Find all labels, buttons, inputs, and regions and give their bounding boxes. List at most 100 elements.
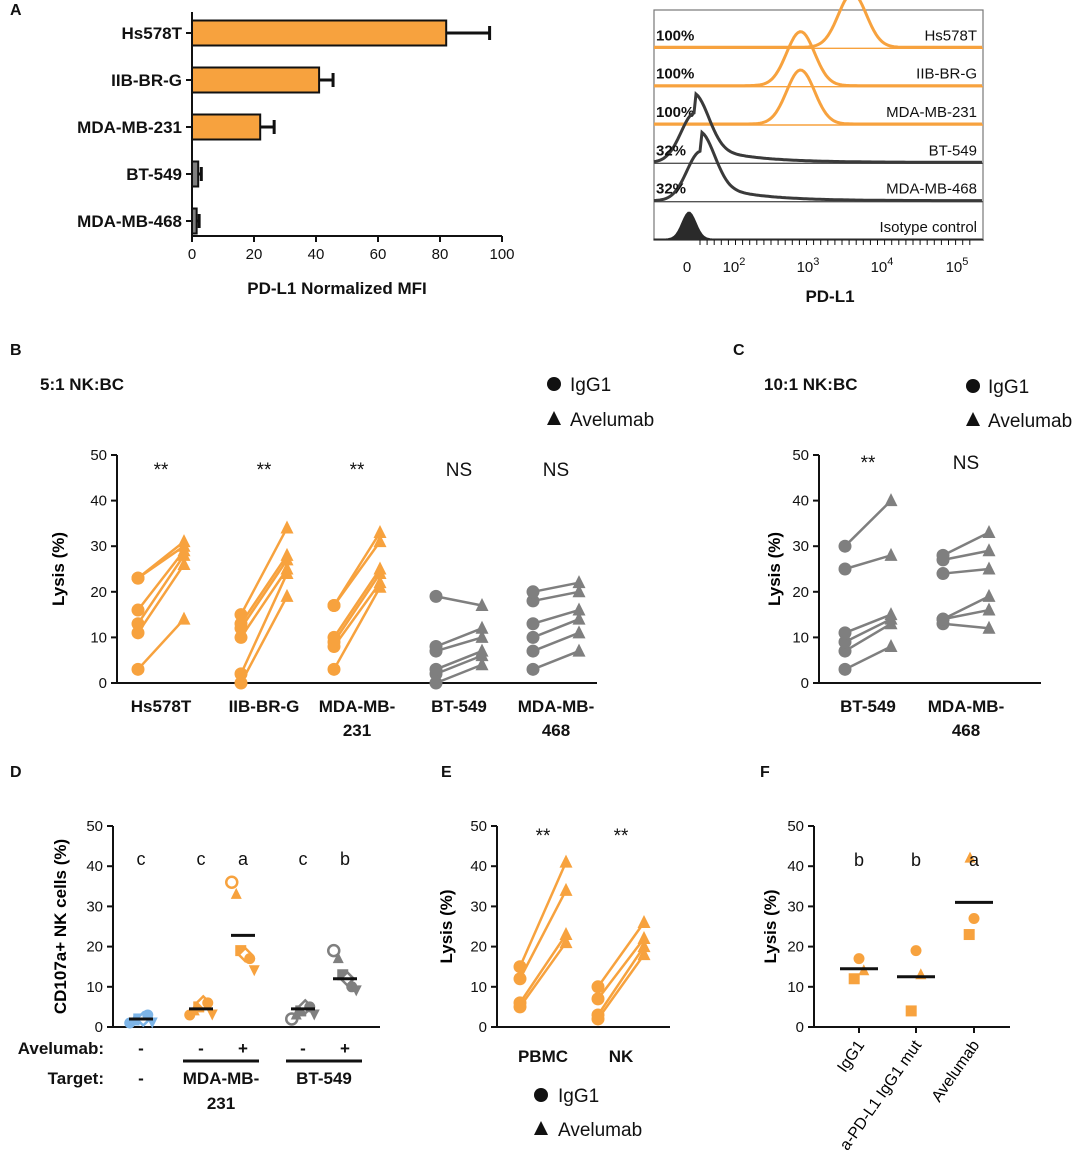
avelumab-point	[559, 927, 573, 941]
panel-F-y-tick-label: 10	[787, 979, 804, 996]
bar-x-axis-title: PD-L1 Normalized MFI	[247, 279, 426, 298]
target-label: MDA-MB-	[183, 1069, 259, 1088]
f-point	[963, 929, 975, 941]
panel-letter-e: E	[441, 764, 452, 781]
panel-F-y-tick-label: 20	[787, 939, 804, 956]
legend-avelumab-marker	[547, 411, 561, 425]
paired-line	[332, 568, 382, 639]
avelumab-point	[373, 525, 387, 539]
bar-category-label: MDA-MB-468	[77, 212, 182, 231]
igg1-point	[234, 608, 248, 622]
panel-C-y-tick-label: 50	[792, 447, 809, 464]
histogram-lane-name: BT-549	[929, 142, 977, 159]
paired-line	[942, 595, 990, 621]
histogram-x-tick-label: 105	[946, 256, 969, 276]
group-label: PBMC	[518, 1047, 568, 1066]
bar	[191, 160, 200, 188]
legend-avelumab-label: Avelumab	[570, 410, 654, 431]
significance-letter: b	[854, 850, 864, 870]
legend-avelumab-label: Avelumab	[988, 411, 1072, 432]
paired-line	[942, 567, 990, 575]
panel-E-y-axis-title: Lysis (%)	[437, 889, 456, 963]
avelumab-point	[475, 629, 489, 643]
panel-E-y-tick-label: 10	[470, 979, 487, 996]
paired-line	[332, 581, 382, 648]
igg1-point	[838, 539, 852, 553]
avelumab-sign: +	[238, 1039, 248, 1058]
panel-letter-d: D	[10, 764, 22, 781]
avelumab-point	[559, 882, 573, 896]
paired-line	[332, 531, 382, 607]
significance-letter: c	[137, 849, 146, 869]
bar	[191, 19, 448, 47]
panel-letter-c: C	[733, 342, 745, 359]
avelumab-row-label: Avelumab:	[18, 1039, 104, 1058]
significance-letter: b	[911, 850, 921, 870]
panel-c-title: 10:1 NK:BC	[764, 375, 858, 394]
paired-line	[239, 527, 289, 616]
panel-letter-b: B	[10, 342, 22, 359]
panel-E-y-tick-label: 30	[470, 898, 487, 915]
avelumab-sign: -	[198, 1039, 204, 1058]
avelumab-point	[475, 657, 489, 671]
panel-E-y-tick-label: 0	[479, 1019, 487, 1036]
paired-line	[844, 618, 892, 644]
avelumab-point	[177, 611, 191, 625]
igg1-point	[838, 635, 852, 649]
igg1-point	[526, 594, 540, 608]
paired-line	[532, 581, 580, 594]
paired-line	[518, 889, 568, 980]
paired-line	[239, 573, 289, 675]
histogram-curve	[654, 30, 982, 88]
paired-line	[532, 608, 580, 625]
igg1-point	[936, 612, 950, 626]
legend-igg1-marker	[534, 1088, 548, 1102]
paired-line	[844, 645, 892, 671]
legend-avelumab-marker	[534, 1121, 548, 1135]
histogram-percent: 32%	[656, 142, 686, 159]
igg1-point	[513, 972, 527, 986]
avelumab-point	[373, 534, 387, 548]
avelumab-point	[884, 493, 898, 507]
paired-line	[435, 595, 483, 607]
paired-line	[518, 861, 568, 968]
bar	[191, 66, 321, 94]
significance-letter: c	[299, 849, 308, 869]
histogram-curve	[653, 211, 985, 241]
d-point	[337, 969, 349, 981]
target-label: 231	[207, 1094, 235, 1113]
significance-letter: a	[238, 849, 249, 869]
panel-C-y-tick-label: 40	[792, 493, 809, 510]
avelumab-point	[373, 575, 387, 589]
group-label: 468	[542, 721, 570, 740]
igg1-point	[131, 603, 145, 617]
avelumab-point	[572, 611, 586, 625]
panel-D-y-tick-label: 20	[86, 939, 103, 956]
avelumab-point	[982, 620, 996, 634]
avelumab-point	[373, 561, 387, 575]
panel-F-y-tick-label: 0	[796, 1019, 804, 1036]
significance-letter: b	[340, 849, 350, 869]
d-point	[244, 953, 256, 965]
bar-category-label: IIB-BR-G	[111, 71, 182, 90]
significance-letter: c	[197, 849, 206, 869]
igg1-point	[513, 960, 527, 974]
paired-line	[435, 636, 483, 653]
igg1-point	[234, 676, 248, 690]
bar	[191, 113, 262, 141]
histogram-x-tick-label: 102	[723, 256, 746, 276]
igg1-point	[327, 630, 341, 644]
paired-line	[137, 540, 185, 580]
igg1-point	[838, 662, 852, 676]
avelumab-point	[982, 588, 996, 602]
avelumab-point	[982, 602, 996, 616]
paired-line	[532, 631, 580, 653]
histogram-x-axis-title: PD-L1	[805, 287, 854, 306]
avelumab-point	[572, 602, 586, 616]
igg1-point	[131, 571, 145, 585]
paired-line	[532, 649, 580, 671]
paired-line	[844, 554, 892, 571]
igg1-point	[131, 662, 145, 676]
igg1-point	[526, 644, 540, 658]
group-label: 468	[952, 721, 980, 740]
